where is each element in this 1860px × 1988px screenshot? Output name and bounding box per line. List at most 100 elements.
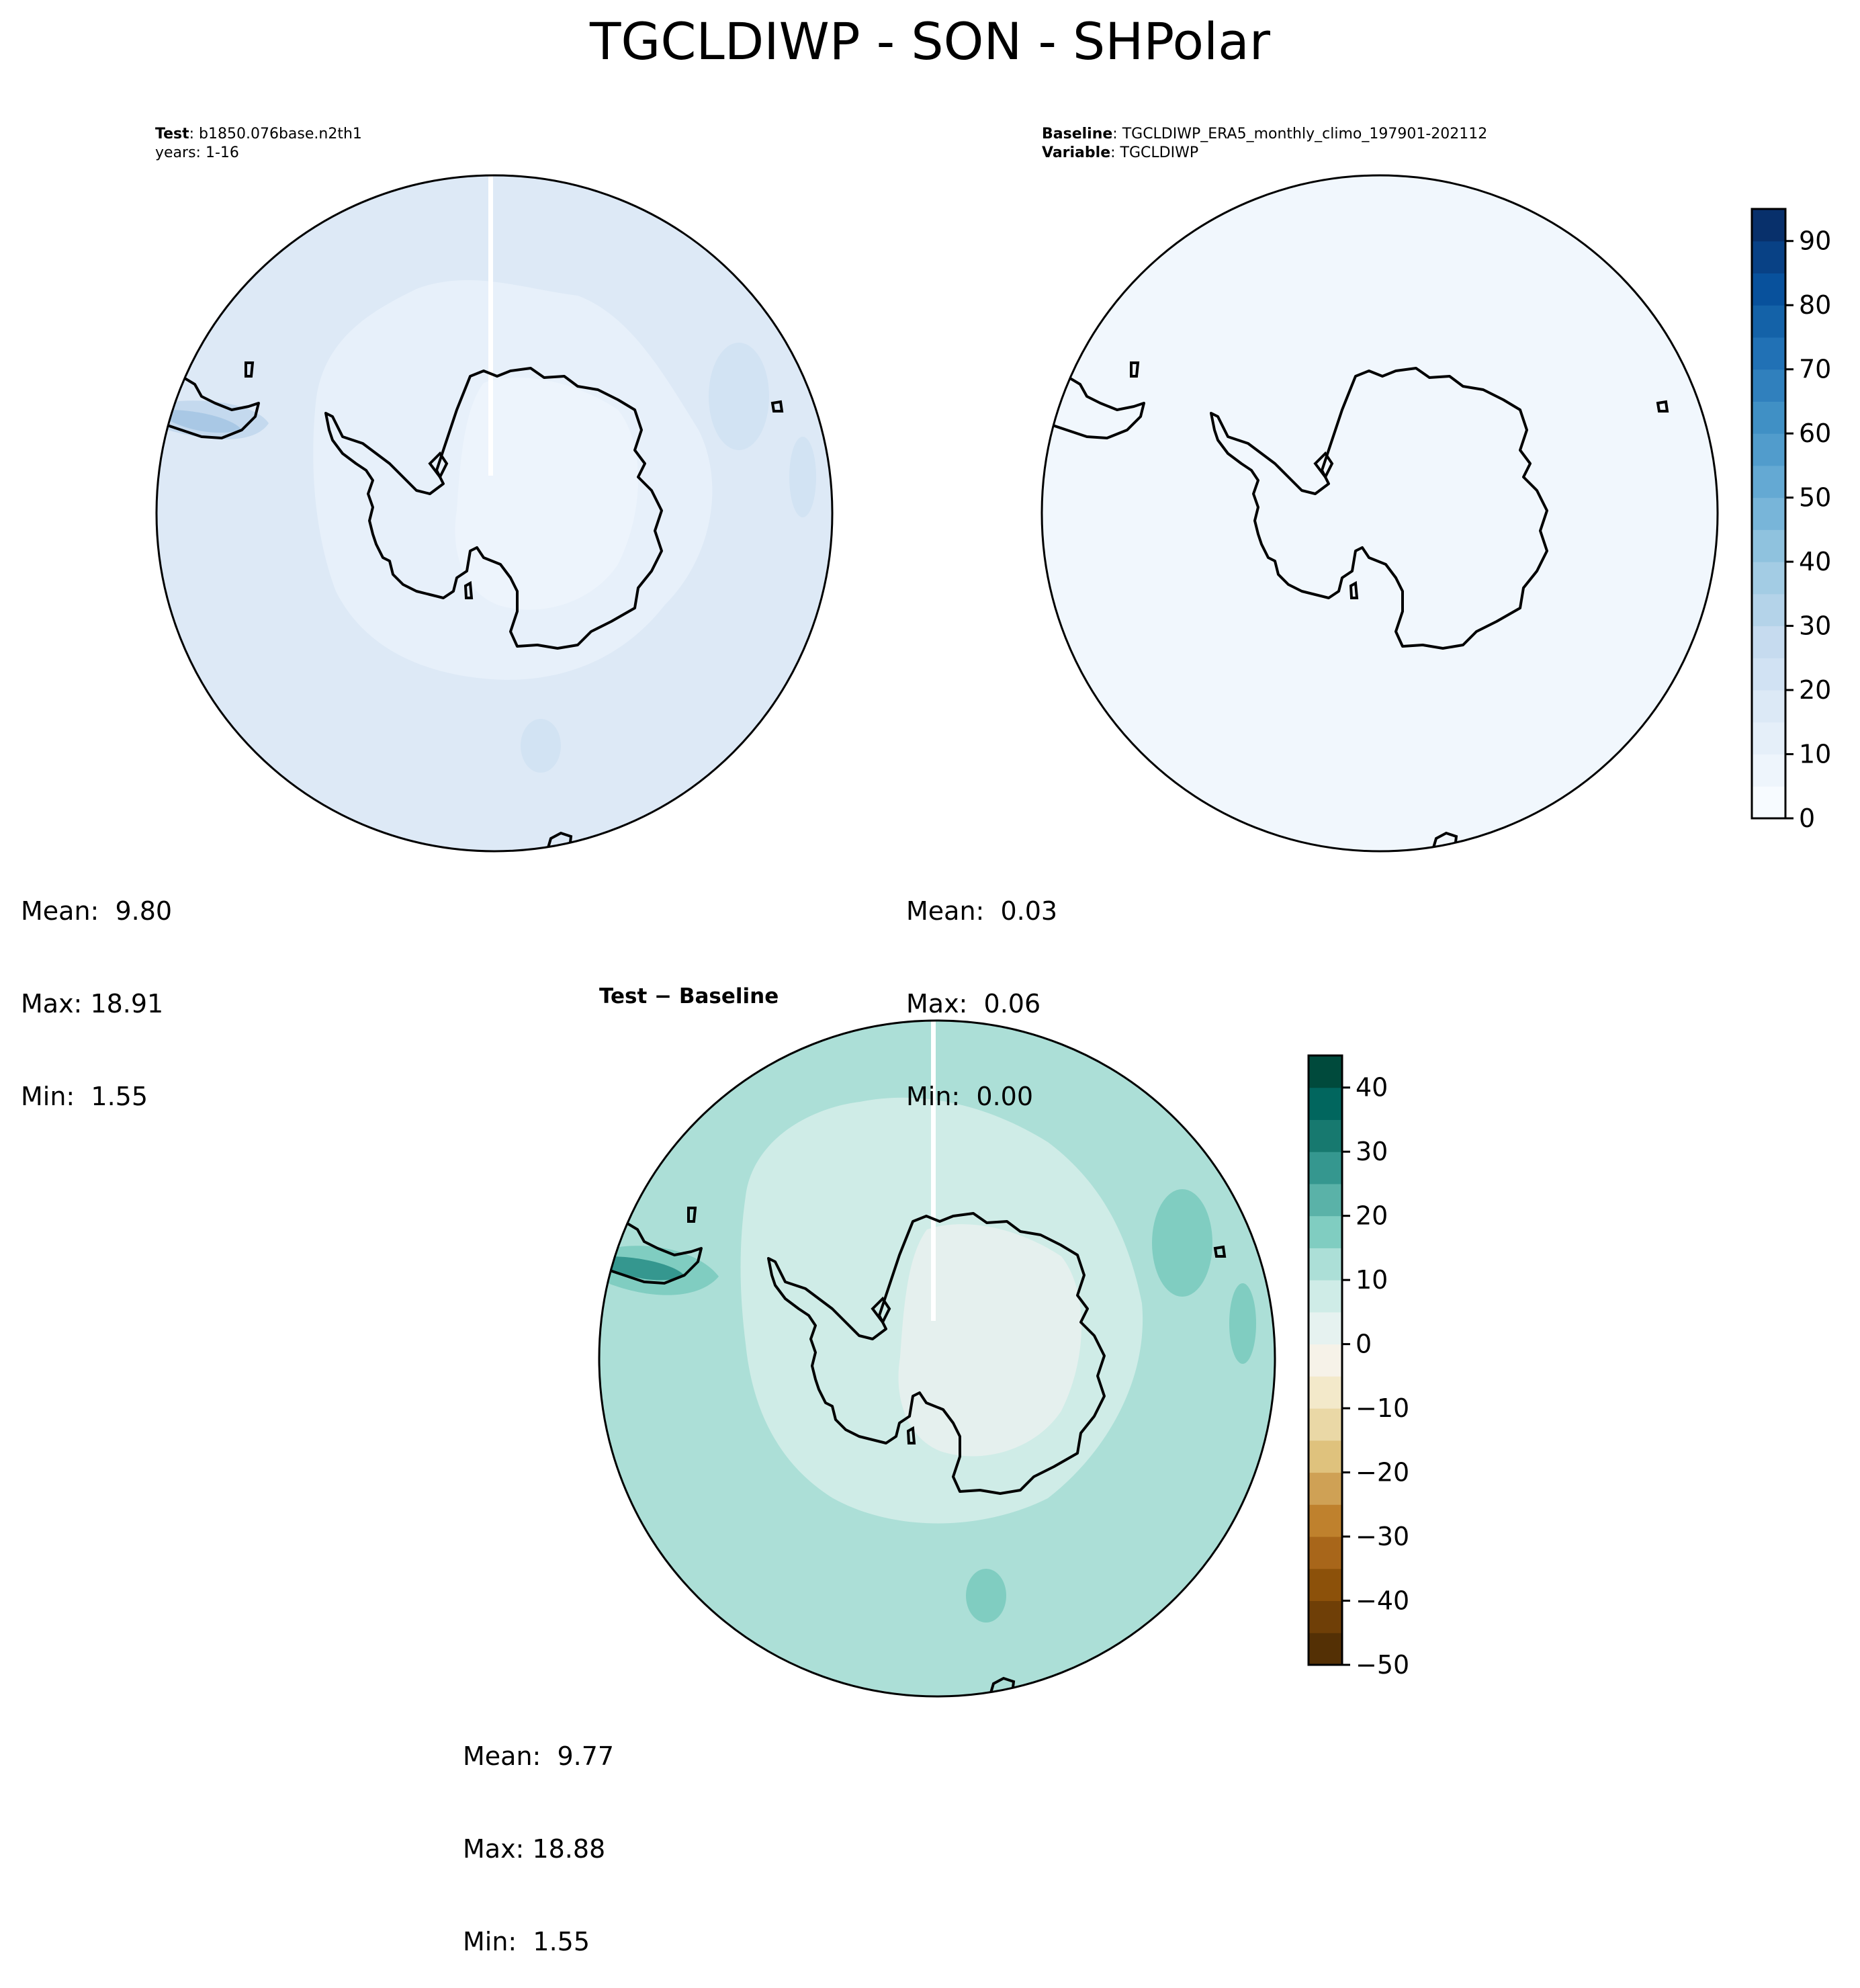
diff-colorbar-tick-label: −10 <box>1356 1393 1409 1423</box>
baseline-colorbar-tick-label: 10 <box>1799 740 1831 769</box>
diff-colorbar-segment <box>1309 1537 1342 1569</box>
diff-map-nz <box>1213 1245 1227 1258</box>
test-stat-max: Max: 18.91 <box>21 989 164 1019</box>
diff-colorbar: 40 30 20 10 0 −10 −20 −30 −40 −50 <box>1307 1054 1409 1680</box>
diff-map-australia-tip <box>989 1676 1016 1696</box>
diff-map-seam <box>931 1021 936 1321</box>
baseline-colorbar-segment <box>1752 786 1785 819</box>
baseline-colorbar-tick-label: 70 <box>1799 355 1831 384</box>
test-map-south-america <box>161 375 260 439</box>
baseline-colorbar-segment <box>1752 401 1785 434</box>
diff-colorbar-segment <box>1309 1119 1342 1152</box>
baseline-colorbar-segment <box>1752 241 1785 273</box>
baseline-colorbar-segment <box>1752 305 1785 338</box>
test-map-seam <box>488 175 493 476</box>
baseline-colorbar-frame <box>1751 208 1787 820</box>
baseline-header-label: Baseline <box>1042 126 1113 142</box>
baseline-header-sep: : <box>1112 126 1122 142</box>
test-map-border <box>155 174 834 853</box>
baseline-stat-mean: Mean: 0.03 <box>906 896 1058 926</box>
baseline-map-australia-tip <box>1431 831 1458 851</box>
baseline-variable-sep: : <box>1110 144 1120 161</box>
test-stats: Mean: 9.80 Max: 18.91 Min: 1.55 <box>21 834 172 1143</box>
baseline-variable-value: TGCLDIWP <box>1120 144 1199 161</box>
baseline-colorbar-tick-label: 50 <box>1799 483 1831 513</box>
figure-title: TGCLDIWP - SON - SHPolar <box>590 11 1270 71</box>
diff-map-border <box>598 1019 1276 1698</box>
diff-map-falklands <box>687 1207 697 1223</box>
baseline-colorbar-segment <box>1752 593 1785 627</box>
baseline-colorbar-tick-label: 30 <box>1799 611 1831 641</box>
diff-map-island <box>871 1296 891 1325</box>
diff-colorbar-segment <box>1309 1248 1342 1281</box>
diff-colorbar-tick-label: 0 <box>1356 1330 1372 1359</box>
baseline-colorbar-segment <box>1752 337 1785 370</box>
diff-stat-mean: Mean: 9.77 <box>463 1741 615 1771</box>
diff-map-patch-2 <box>1229 1283 1256 1364</box>
baseline-colorbar: 0 10 20 30 40 50 60 70 80 90 <box>1751 208 1831 833</box>
diff-colorbar-tick-label: 20 <box>1356 1201 1388 1231</box>
diff-colorbar-segment <box>1309 1472 1342 1505</box>
diff-map-patch <box>1152 1189 1212 1297</box>
diff-map-ice-contour <box>898 1224 1081 1457</box>
baseline-map-south-america <box>1046 375 1145 439</box>
baseline-colorbar-segment <box>1752 465 1785 499</box>
diff-map-patch-3 <box>966 1569 1006 1623</box>
diff-colorbar-tick-label: −30 <box>1356 1522 1409 1551</box>
baseline-map <box>1042 175 1718 851</box>
diff-colorbar-frame <box>1307 1054 1343 1666</box>
baseline-colorbar-segment <box>1752 690 1785 723</box>
diff-colorbar-segment <box>1309 1344 1342 1377</box>
diff-colorbar-segment <box>1309 1215 1342 1248</box>
test-header-label: Test <box>155 126 189 142</box>
diff-map-south-america <box>603 1220 703 1285</box>
test-stat-min: Min: 1.55 <box>21 1082 148 1111</box>
test-map-island-2 <box>463 580 474 599</box>
diff-stat-max: Max: 18.88 <box>463 1834 606 1864</box>
diff-colorbar-segment <box>1309 1055 1342 1088</box>
diff-title: Test − Baseline <box>599 984 779 1008</box>
baseline-colorbar-segment <box>1752 273 1785 306</box>
diff-colorbar-segment <box>1309 1600 1342 1633</box>
baseline-colorbar-tick-label: 80 <box>1799 290 1831 320</box>
baseline-map-border <box>1040 174 1719 853</box>
test-map-coastline <box>324 367 663 650</box>
diff-colorbar-tick-label: 30 <box>1356 1137 1388 1166</box>
diff-colorbar-segment <box>1309 1408 1342 1441</box>
diff-stats: Mean: 9.77 Max: 18.88 Min: 1.55 <box>463 1679 614 1988</box>
test-map-australia-tip <box>546 831 573 851</box>
baseline-colorbar-segment <box>1752 722 1785 755</box>
diff-colorbar-segment <box>1309 1504 1342 1537</box>
baseline-colorbar-segment <box>1752 625 1785 658</box>
test-header-years: years: 1-16 <box>155 144 239 161</box>
baseline-colorbar-tick-label: 40 <box>1799 547 1831 576</box>
baseline-colorbar-segment <box>1752 754 1785 787</box>
baseline-variable-label: Variable <box>1042 144 1111 161</box>
diff-map-coastline <box>767 1212 1106 1495</box>
diff-stat-min: Min: 1.55 <box>463 1927 590 1956</box>
test-stat-mean: Mean: 9.80 <box>21 896 173 926</box>
baseline-map-island-2 <box>1349 580 1359 599</box>
baseline-header: Baseline: TGCLDIWP_ERA5_monthly_climo_19… <box>1042 125 1487 144</box>
baseline-map-coastline <box>1210 367 1548 650</box>
baseline-colorbar-tick-label: 20 <box>1799 675 1831 705</box>
baseline-stat-min: Min: 0.00 <box>906 1082 1033 1111</box>
test-header: Test: b1850.076base.n2th1 <box>155 125 362 144</box>
baseline-map-falklands <box>1130 361 1140 378</box>
test-map-nz <box>770 400 784 413</box>
baseline-header-variable: Variable: TGCLDIWP <box>1042 144 1198 163</box>
baseline-colorbar-segment <box>1752 658 1785 691</box>
diff-colorbar-segment <box>1309 1568 1342 1602</box>
diff-colorbar-segment <box>1309 1311 1342 1345</box>
diff-colorbar-tick-label: −40 <box>1356 1586 1409 1616</box>
baseline-colorbar-segment <box>1752 209 1785 242</box>
baseline-map-background <box>1042 175 1718 851</box>
baseline-colorbar-segment <box>1752 497 1785 530</box>
test-map-patch-3 <box>521 719 561 773</box>
baseline-map-nz <box>1656 400 1669 413</box>
diff-colorbar-segment <box>1309 1087 1342 1120</box>
baseline-colorbar-tick-label: 0 <box>1799 804 1815 833</box>
diff-colorbar-tick-label: 10 <box>1356 1265 1388 1295</box>
baseline-map-island <box>1313 451 1334 480</box>
baseline-colorbar-tick-label: 90 <box>1799 226 1831 256</box>
